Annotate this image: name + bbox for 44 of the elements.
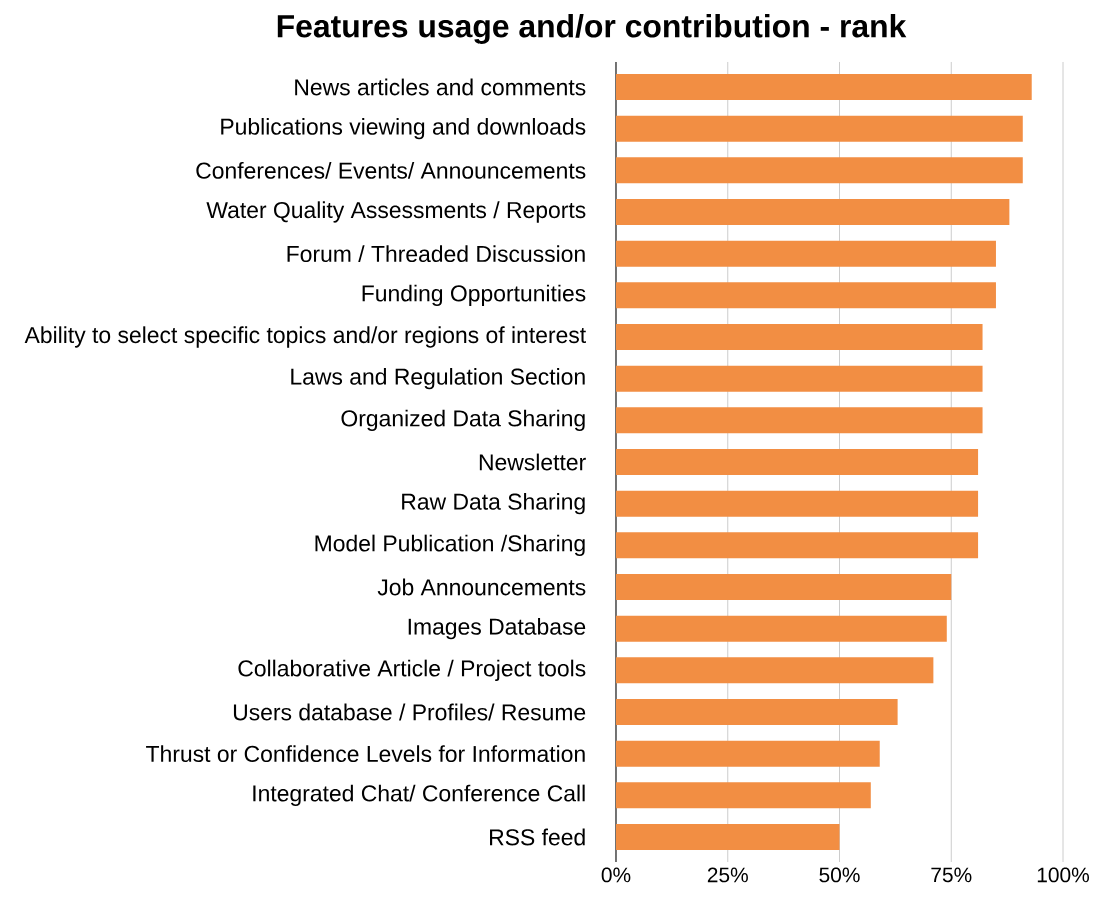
bar — [616, 657, 934, 684]
y-tick-label: Water Quality Assessments / Reports — [206, 201, 586, 223]
bar — [616, 115, 1023, 142]
bar — [616, 282, 996, 309]
y-tick-label: Laws and Regulation Section — [291, 367, 585, 390]
bar — [616, 532, 979, 559]
bar — [616, 324, 983, 350]
y-tick-label: Conferences/ Events/ Announcements — [196, 161, 586, 179]
chart-title: Features usage and/or contribution - rank — [277, 14, 907, 44]
bar — [616, 73, 1032, 100]
bar — [616, 407, 983, 434]
bar — [616, 240, 996, 267]
bar — [616, 449, 979, 475]
bar — [616, 615, 947, 642]
bar — [616, 365, 983, 392]
y-tick-label: Integrated Chat/ Conference Call — [253, 784, 585, 807]
y-tick-label: Images Database — [408, 617, 586, 640]
y-tick-label: Model Publication /Sharing — [315, 534, 585, 556]
y-tick-label: Users database / Profiles/ Resume — [233, 703, 586, 721]
y-tick-label: Collaborative Article / Project tools — [238, 659, 586, 682]
bar — [616, 824, 840, 850]
x-tick-label: 75% — [931, 867, 972, 883]
bar — [616, 740, 880, 767]
y-tick-label: Funding Opportunities — [362, 284, 586, 306]
x-tick-label: 100% — [1037, 867, 1090, 883]
bar — [616, 198, 1010, 225]
y-tick-label: Raw Data Sharing — [402, 492, 585, 515]
y-tick-label: Forum / Threaded Discussion — [287, 245, 585, 263]
y-tick-label: Publications viewing and downloads — [221, 117, 586, 140]
bar — [616, 574, 952, 600]
y-tick-label: Newsletter — [479, 453, 586, 471]
x-tick-label: 50% — [819, 867, 860, 883]
x-tick-label: 25% — [707, 867, 748, 883]
y-tick-label: Organized Data Sharing — [341, 409, 585, 431]
bar — [616, 490, 979, 517]
y-tick-label: Thrust or Confidence Levels for Information — [146, 745, 585, 763]
bar — [616, 782, 871, 809]
x-tick-label: 0% — [601, 867, 631, 883]
bar — [616, 157, 1023, 184]
y-tick-label: Ability to select specific topics and/or regions of interest — [24, 326, 586, 348]
y-tick-label: Job Announcements — [377, 578, 586, 596]
y-tick-label: News articles and comments — [295, 78, 586, 96]
bar — [616, 699, 898, 725]
y-tick-label: RSS feed — [490, 828, 585, 846]
